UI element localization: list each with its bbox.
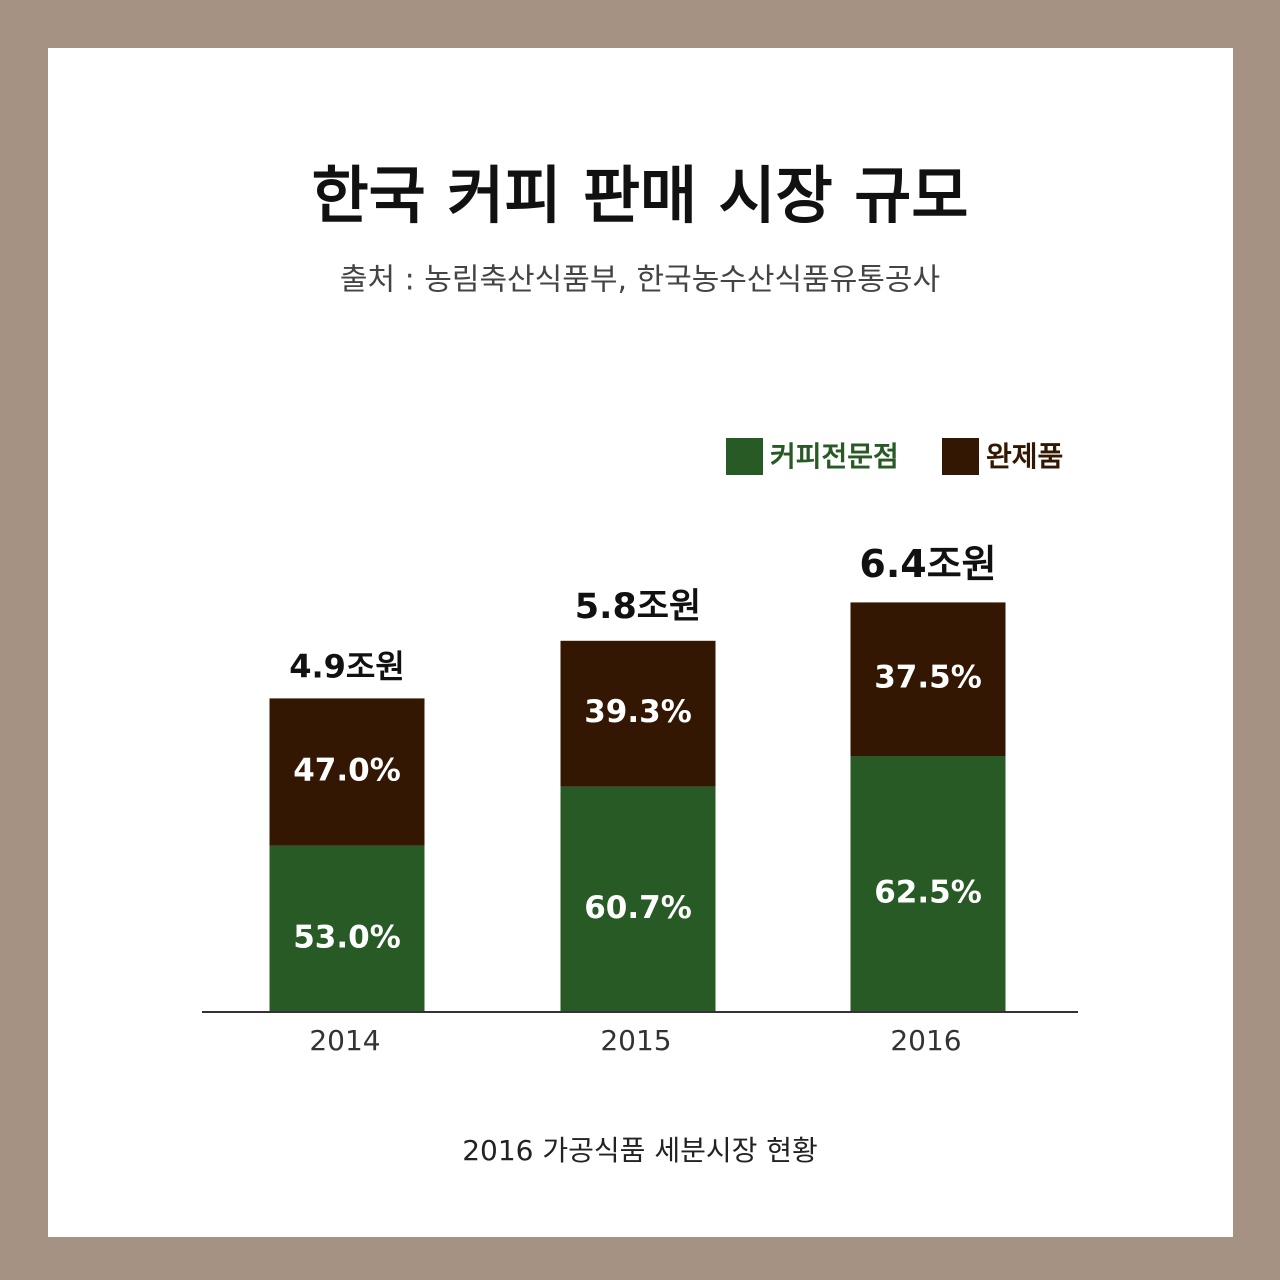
bar-segment bbox=[850, 602, 1006, 756]
chart-subtitle: 출처 : 농림축산식품부, 한국농수산식품유통공사 bbox=[340, 263, 940, 298]
total-label: 4.9조원 bbox=[289, 647, 405, 685]
value-label: 53.0% bbox=[293, 919, 401, 955]
bar-segment bbox=[850, 756, 1006, 1012]
legend-swatch bbox=[942, 438, 979, 475]
legend-label: 완제품 bbox=[986, 440, 1063, 473]
bar-segment bbox=[560, 640, 716, 787]
legend-label: 커피전문점 bbox=[770, 440, 899, 473]
x-tick-label: 2016 bbox=[890, 1024, 961, 1057]
value-label: 39.3% bbox=[584, 694, 692, 730]
total-label: 6.4조원 bbox=[859, 542, 996, 586]
value-label: 47.0% bbox=[293, 753, 401, 789]
bar-segment bbox=[269, 845, 425, 1012]
x-tick-label: 2015 bbox=[600, 1024, 671, 1057]
value-label: 62.5% bbox=[874, 875, 982, 911]
value-label: 60.7% bbox=[584, 890, 692, 926]
legend-swatch bbox=[726, 438, 763, 475]
bar-segment bbox=[560, 786, 716, 1012]
x-tick-label: 2014 bbox=[309, 1024, 380, 1057]
chart-title: 한국 커피 판매 시장 규모 bbox=[312, 159, 969, 232]
total-label: 5.8조원 bbox=[575, 587, 701, 627]
value-label: 37.5% bbox=[874, 660, 982, 696]
bar-segment bbox=[269, 698, 425, 846]
chart-note: 2016 가공식품 세분시장 현황 bbox=[462, 1134, 818, 1167]
